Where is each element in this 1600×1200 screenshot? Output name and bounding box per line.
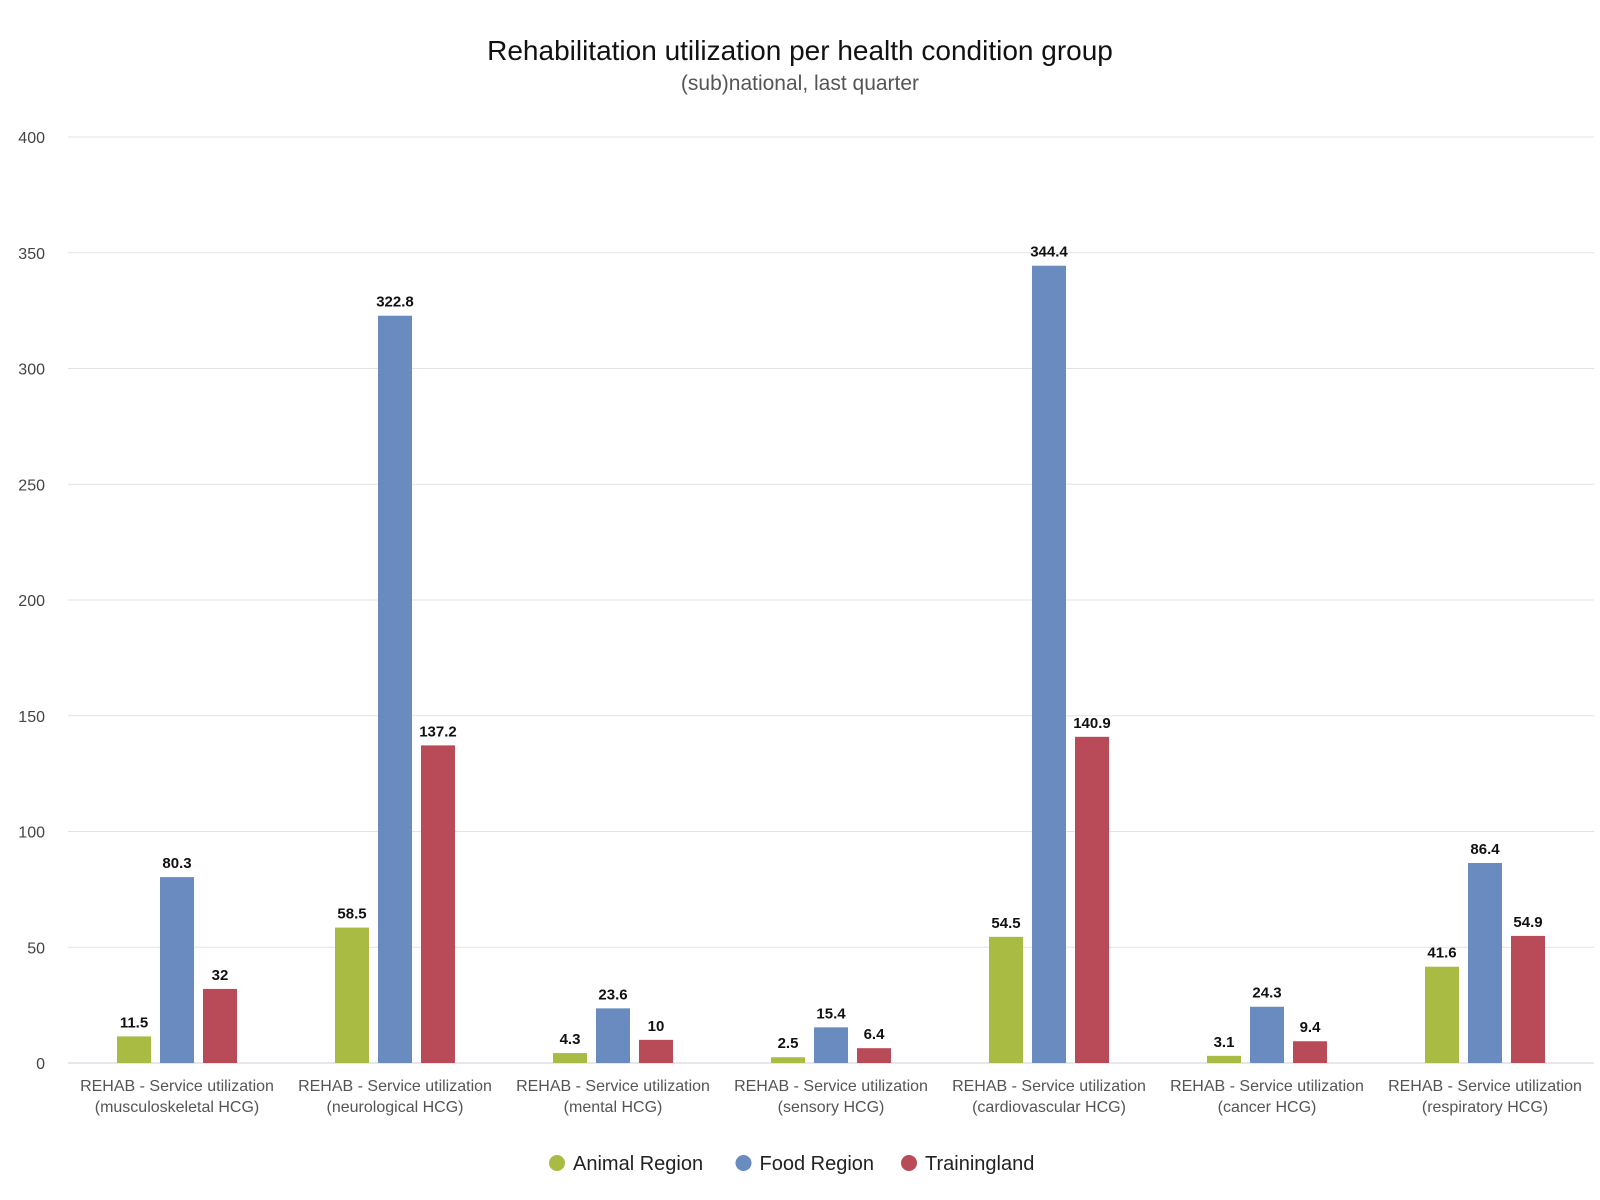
data-label: 54.5 — [991, 915, 1020, 932]
x-tick-label: REHAB - Service utilization — [1170, 1078, 1364, 1095]
data-label: 54.9 — [1513, 914, 1542, 931]
bar[interactable] — [989, 936, 1023, 1063]
x-tick-label: REHAB - Service utilization — [298, 1078, 492, 1095]
data-label: 3.1 — [1214, 1034, 1235, 1051]
legend-label: Animal Region — [573, 1153, 703, 1175]
data-label: 140.9 — [1073, 715, 1111, 732]
data-label: 137.2 — [419, 723, 457, 740]
bar[interactable] — [1075, 736, 1109, 1063]
x-tick-label: (cancer HCG) — [1218, 1099, 1317, 1116]
legend[interactable]: Animal Region Food Region Trainingland — [549, 1153, 1034, 1175]
bars — [117, 265, 1545, 1063]
data-label: 86.4 — [1470, 841, 1500, 858]
x-tick-label: (sensory HCG) — [778, 1099, 885, 1116]
chart-title: Rehabilitation utilization per health co… — [487, 35, 1113, 66]
legend-label: Trainingland — [925, 1153, 1034, 1175]
x-tick-label: (neurological HCG) — [327, 1099, 464, 1116]
bar[interactable] — [1511, 935, 1545, 1063]
x-tick-label: REHAB - Service utilization — [516, 1078, 710, 1095]
legend-item[interactable]: Trainingland — [901, 1153, 1034, 1175]
data-label: 15.4 — [816, 1005, 846, 1022]
bar[interactable] — [814, 1027, 848, 1063]
data-label: 23.6 — [598, 986, 627, 1003]
x-tick-label: (cardiovascular HCG) — [972, 1099, 1126, 1116]
bar[interactable] — [771, 1057, 805, 1063]
data-label: 322.8 — [376, 294, 414, 311]
bar[interactable] — [1207, 1055, 1241, 1063]
data-label: 11.5 — [120, 1014, 148, 1031]
data-labels: 11.5 80.3 32 58.5 322.8 137.2 4.3 23.6 10 2.5 15.4… — [120, 244, 1543, 1052]
legend-marker — [735, 1155, 752, 1171]
bar[interactable] — [160, 877, 194, 1063]
bar[interactable] — [1293, 1041, 1327, 1063]
legend-label: Food Region — [760, 1153, 875, 1175]
legend-item[interactable]: Animal Region — [549, 1153, 703, 1175]
data-label: 344.4 — [1030, 244, 1068, 261]
y-tick-label: 200 — [18, 593, 45, 610]
x-axis-ticks: REHAB - Service utilization (musculoskele… — [80, 1078, 1582, 1116]
data-label: 80.3 — [162, 855, 191, 872]
bar[interactable] — [1468, 862, 1502, 1063]
data-label: 58.5 — [337, 906, 366, 923]
y-tick-label: 100 — [18, 825, 45, 842]
x-tick-label: REHAB - Service utilization — [734, 1078, 928, 1095]
y-tick-label: 150 — [18, 709, 45, 726]
bar[interactable] — [421, 745, 455, 1063]
x-tick-label: REHAB - Service utilization — [952, 1078, 1146, 1095]
bar[interactable] — [378, 315, 412, 1063]
y-tick-label: 250 — [18, 477, 45, 494]
y-tick-label: 400 — [18, 130, 45, 147]
data-label: 41.6 — [1427, 945, 1456, 962]
y-tick-label: 50 — [27, 940, 45, 957]
y-tick-label: 350 — [18, 246, 45, 263]
bar[interactable] — [1425, 966, 1459, 1063]
x-tick-label: (mental HCG) — [564, 1099, 663, 1116]
data-label: 10 — [648, 1018, 665, 1035]
y-axis-ticks: 0 50 100 150 200 250 300 350 400 — [18, 130, 45, 1073]
data-label: 32 — [212, 967, 229, 984]
y-tick-label: 0 — [36, 1056, 45, 1073]
legend-marker — [549, 1155, 565, 1171]
bar[interactable] — [857, 1048, 891, 1063]
data-label: 6.4 — [864, 1026, 886, 1043]
x-tick-label: REHAB - Service utilization — [80, 1078, 274, 1095]
bar[interactable] — [639, 1039, 673, 1063]
gridlines — [68, 136, 1594, 1064]
bar[interactable] — [1032, 265, 1066, 1063]
data-label: 2.5 — [778, 1035, 799, 1052]
data-label: 4.3 — [560, 1031, 581, 1048]
x-tick-label: REHAB - Service utilization — [1388, 1078, 1582, 1095]
chart-subtitle: (sub)national, last quarter — [681, 72, 919, 95]
bar[interactable] — [553, 1053, 587, 1063]
y-tick-label: 300 — [18, 362, 45, 379]
bar[interactable] — [203, 988, 237, 1063]
bar[interactable] — [335, 927, 369, 1063]
bar[interactable] — [117, 1036, 151, 1063]
x-tick-label: (respiratory HCG) — [1422, 1099, 1548, 1116]
bar[interactable] — [596, 1008, 630, 1063]
legend-marker — [901, 1155, 917, 1171]
data-label: 24.3 — [1252, 985, 1281, 1002]
bar[interactable] — [1250, 1006, 1284, 1063]
legend-item[interactable]: Food Region — [735, 1153, 875, 1175]
x-tick-label: (musculoskeletal HCG) — [95, 1099, 259, 1116]
data-label: 9.4 — [1300, 1019, 1322, 1036]
